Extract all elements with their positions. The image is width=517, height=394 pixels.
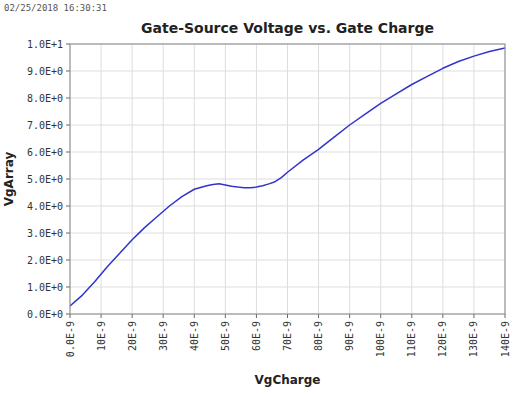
tick-mark: [473, 314, 474, 318]
tick-mark: [70, 314, 71, 318]
plot-frame: [70, 44, 505, 314]
x-tick-label: 90E-9: [344, 321, 355, 351]
y-tick-label: 2.0E+0: [27, 255, 63, 266]
grid-line: [70, 287, 505, 288]
tick-mark: [66, 287, 70, 288]
y-tick-label: 8.0E+0: [27, 93, 63, 104]
tick-mark: [66, 206, 70, 207]
y-tick-label: 7.0E+0: [27, 120, 63, 131]
grid-line: [70, 233, 505, 234]
tick-mark: [66, 71, 70, 72]
y-tick-label: 6.0E+0: [27, 147, 63, 158]
x-tick-label: 80E-9: [313, 321, 324, 351]
tick-mark: [132, 314, 133, 318]
grid-line: [70, 152, 505, 153]
x-tick-label: 10E-9: [96, 321, 107, 351]
tick-mark: [442, 314, 443, 318]
y-tick-label: 1.0E+1: [27, 39, 63, 50]
x-tick-label: 110E-9: [406, 321, 417, 357]
tick-mark: [380, 314, 381, 318]
plot-area: [70, 44, 505, 314]
tick-mark: [101, 314, 102, 318]
tick-mark: [318, 314, 319, 318]
x-tick-label: 130E-9: [468, 321, 479, 357]
tick-mark: [194, 314, 195, 318]
x-tick-label: 140E-9: [500, 321, 511, 357]
y-tick-label: 5.0E+0: [27, 174, 63, 185]
data-group: [70, 48, 505, 306]
tick-mark: [66, 260, 70, 261]
tick-mark: [66, 152, 70, 153]
y-tick-label: 4.0E+0: [27, 201, 63, 212]
tick-mark: [66, 314, 70, 315]
x-tick-label: 20E-9: [127, 321, 138, 351]
grid-line: [70, 260, 505, 261]
grid-line: [70, 125, 505, 126]
x-tick-label: 40E-9: [189, 321, 200, 351]
grid-line: [70, 179, 505, 180]
chart: 0.0E-9 10E-9 20E-9 30E-9 40E-9 50E-9 60E-9 70E-…: [0, 0, 517, 394]
tick-mark: [256, 314, 257, 318]
grid-line: [70, 206, 505, 207]
y-tick-label: 0.0E+0: [27, 309, 63, 320]
tick-mark: [66, 179, 70, 180]
x-tick-label: 30E-9: [158, 321, 169, 351]
grid-line: [70, 98, 505, 99]
y-tick-label: 1.0E+0: [27, 282, 63, 293]
x-tick-label: 100E-9: [375, 321, 386, 357]
tick-mark: [66, 125, 70, 126]
x-tick-label: 50E-9: [220, 321, 231, 351]
x-tick-label: 0.0E-9: [65, 321, 76, 357]
title: Gate-Source Voltage vs. Gate Charge: [141, 20, 434, 36]
y-tick-label: 3.0E+0: [27, 228, 63, 239]
tick-mark: [349, 314, 350, 318]
grid: [70, 44, 505, 314]
timestamp: 02/25/2018 16:30:31: [4, 3, 107, 13]
tick-mark: [287, 314, 288, 318]
y-axis-label: VgArray: [2, 152, 16, 207]
x-tick-label: 60E-9: [251, 321, 262, 351]
x-axis-label: VgCharge: [255, 373, 321, 387]
tick-mark: [505, 314, 506, 318]
tick-mark: [66, 98, 70, 99]
line: [70, 48, 505, 306]
y-tick-label: 9.0E+0: [27, 66, 63, 77]
tick-mark: [163, 314, 164, 318]
tick-mark: [66, 233, 70, 234]
x-tick-label: 120E-9: [437, 321, 448, 357]
tick-mark: [66, 44, 70, 45]
x-tick-label: 70E-9: [282, 321, 293, 351]
tick-mark: [225, 314, 226, 318]
tick-mark: [411, 314, 412, 318]
